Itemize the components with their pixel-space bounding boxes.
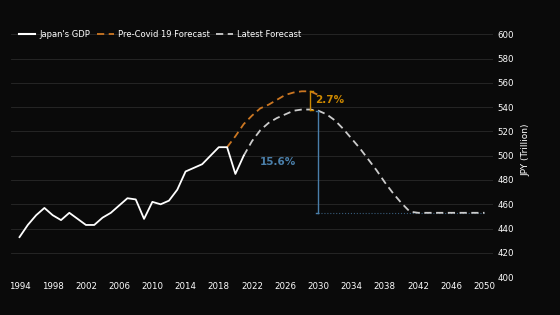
Text: 2.7%: 2.7% [315,95,344,106]
Y-axis label: JPY (Trillion): JPY (Trillion) [521,123,530,176]
Legend: Japan's GDP, Pre-Covid 19 Forecast, Latest Forecast: Japan's GDP, Pre-Covid 19 Forecast, Late… [15,26,305,42]
Text: 15.6%: 15.6% [260,157,297,167]
